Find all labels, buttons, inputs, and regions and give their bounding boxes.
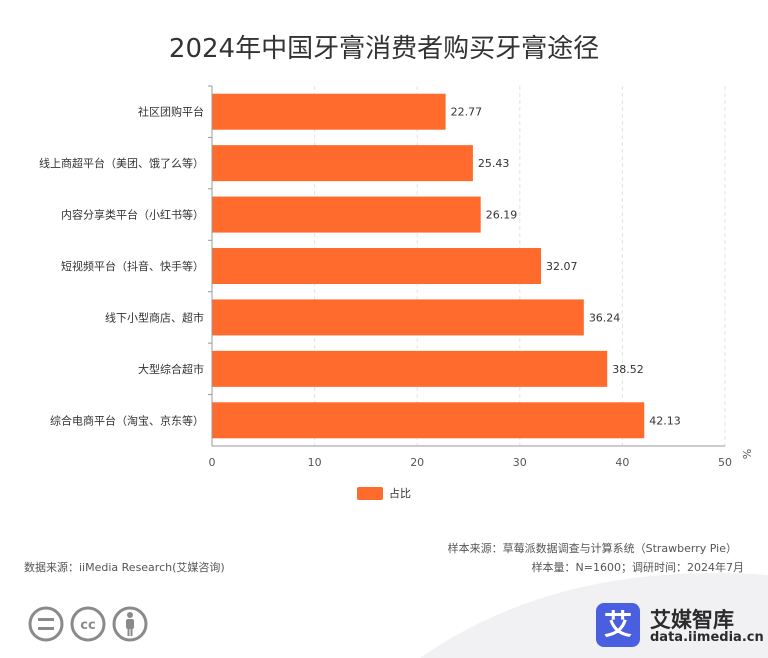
- person-icon: [112, 606, 148, 642]
- bar-value-label: 22.77: [451, 106, 483, 119]
- bar-value-label: 26.19: [486, 209, 518, 222]
- data-source: 数据来源：iiMedia Research(艾媒咨询): [24, 561, 225, 574]
- category-label: 大型综合超市: [138, 362, 204, 376]
- sample-size: 样本量：N=1600；调研时间：2024年7月: [531, 561, 744, 574]
- x-unit-label: %: [740, 449, 753, 459]
- cc-icon: cc: [70, 606, 106, 642]
- license-icons: cc: [28, 606, 148, 642]
- bar[interactable]: [212, 350, 608, 387]
- bars: 22.77 25.43 26.19 32.07 36.24 38.52 42.13: [212, 93, 681, 439]
- bar[interactable]: [212, 196, 481, 233]
- x-tick-label: 40: [615, 456, 629, 469]
- category-label: 综合电商平台（淘宝、京东等）: [50, 413, 204, 427]
- brand-logo: 艾: [596, 603, 640, 647]
- legend[interactable]: 占比: [357, 485, 411, 501]
- svg-text:cc: cc: [80, 618, 95, 633]
- legend-swatch: [357, 486, 383, 500]
- bar-value-label: 36.24: [589, 311, 621, 324]
- x-tick-label: 50: [718, 456, 732, 469]
- bar-value-label: 32.07: [546, 260, 578, 273]
- category-label: 社区团购平台: [138, 105, 204, 119]
- category-label: 线上商超平台（美团、饿了么等）: [39, 156, 204, 170]
- bar-value-label: 42.13: [649, 414, 681, 427]
- equals-circle-icon: [28, 606, 64, 642]
- brand-url: data.iimedia.cn: [650, 630, 764, 645]
- x-tick-label: 10: [308, 456, 322, 469]
- legend-label: 占比: [389, 487, 411, 500]
- x-tick-label: 20: [410, 456, 424, 469]
- bar[interactable]: [212, 402, 645, 439]
- bar-value-label: 38.52: [612, 363, 644, 376]
- bar[interactable]: [212, 93, 446, 130]
- brand-name: 艾媒智库: [650, 608, 734, 632]
- x-tick-label: 30: [513, 456, 527, 469]
- sample-source: 样本来源：草莓派数据调查与计算系统（Strawberry Pie）: [447, 542, 737, 555]
- bar-value-label: 25.43: [478, 157, 510, 170]
- bar[interactable]: [212, 299, 584, 336]
- category-label: 短视频平台（抖音、快手等）: [61, 259, 204, 273]
- chart-title: 2024年中国牙膏消费者购买牙膏途径: [168, 34, 600, 64]
- category-label: 线下小型商店、超市: [105, 310, 204, 324]
- bar[interactable]: [212, 248, 542, 284]
- bar[interactable]: [212, 145, 473, 182]
- category-label: 内容分享类平台（小红书等）: [61, 208, 204, 222]
- x-tick-label: 0: [209, 456, 216, 469]
